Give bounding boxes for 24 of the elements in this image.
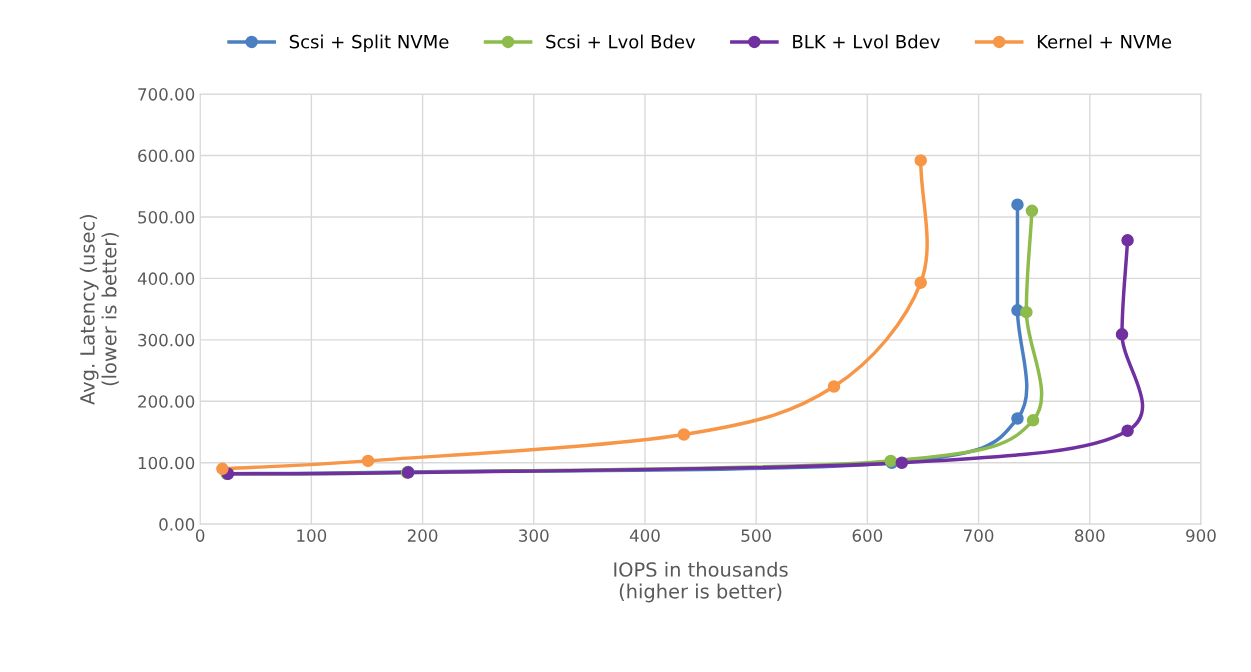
x-tick-label: 300 [519,529,549,542]
y-tick-label: 0.00 [159,518,195,531]
x-tick-label: 800 [1074,529,1105,542]
x-tick-label: 500 [741,529,771,542]
legend-label: Scsi + Split NVMe [289,34,449,53]
legend-label: Scsi + Lvol Bdev [546,34,696,49]
legend-label: BLK + Lvol Bdev [793,34,940,49]
y-axis-title: Avg. Latency (usec) (lower is better) [79,214,119,405]
y-tick-label: 200.00 [138,395,195,408]
x-tick-label: 100 [297,529,327,542]
x-tick-label: 900 [1186,529,1216,542]
y-tick-label: 600.00 [138,149,195,163]
y-tick-label: 700.00 [138,88,195,101]
legend-label: Kernel + NVMe [1037,34,1172,49]
x-tick-label: 600 [852,529,883,542]
y-tick-label: 100.00 [138,456,195,470]
x-tick-label: 200 [407,529,438,542]
y-tick-label: 400.00 [137,272,195,285]
x-tick-label: 0 [195,529,205,542]
x-axis-title: IOPS in thousands (higher is better) [614,561,788,603]
x-tick-label: 400 [629,529,660,542]
y-tick-label: 300.00 [138,333,195,347]
y-tick-label: 500.00 [138,210,195,224]
x-tick-label: 700 [964,529,994,542]
